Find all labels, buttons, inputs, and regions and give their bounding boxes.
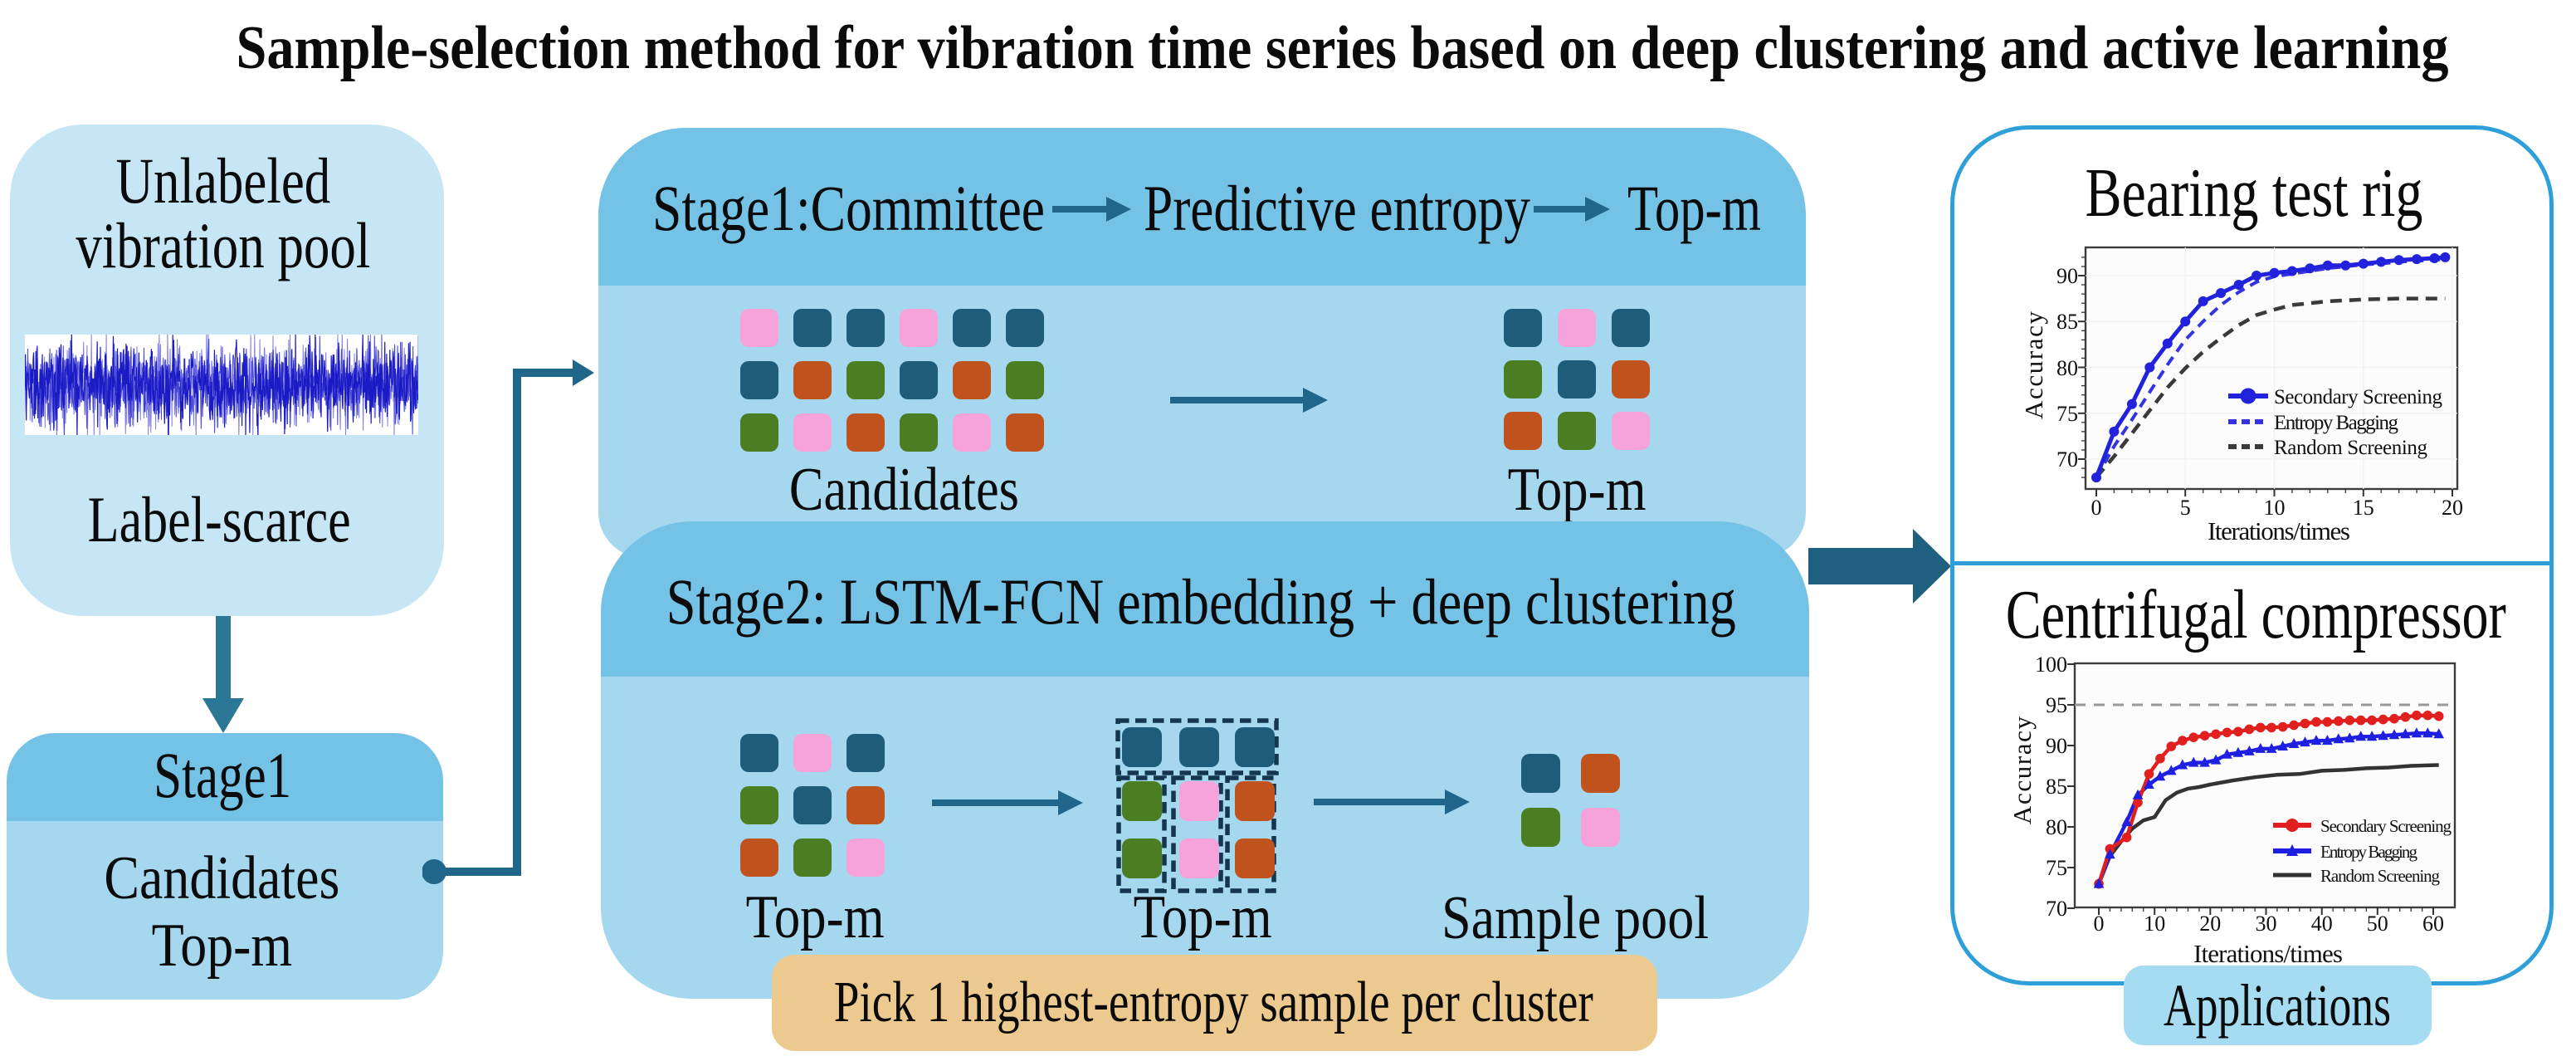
- svg-text:60: 60: [2422, 912, 2444, 936]
- svg-text:85: 85: [2056, 310, 2078, 334]
- svg-text:0: 0: [2094, 912, 2105, 936]
- svg-text:40: 40: [2311, 912, 2333, 936]
- svg-text:Random Screening: Random Screening: [2274, 437, 2428, 459]
- svg-text:90: 90: [2056, 264, 2078, 288]
- svg-text:85: 85: [2046, 775, 2067, 799]
- svg-text:Entropy Bagging: Entropy Bagging: [2274, 412, 2399, 434]
- svg-text:Iterations/times: Iterations/times: [2208, 516, 2350, 545]
- svg-text:Iterations/times: Iterations/times: [2193, 939, 2343, 968]
- svg-text:30: 30: [2256, 912, 2277, 936]
- svg-text:Accuracy: Accuracy: [2008, 716, 2037, 825]
- svg-text:10: 10: [2144, 912, 2165, 936]
- svg-text:95: 95: [2046, 693, 2067, 717]
- svg-text:75: 75: [2046, 856, 2067, 880]
- svg-text:50: 50: [2367, 912, 2388, 936]
- svg-text:20: 20: [2442, 496, 2463, 520]
- svg-text:0: 0: [2091, 496, 2102, 520]
- svg-text:20: 20: [2199, 912, 2221, 936]
- svg-text:5: 5: [2180, 496, 2191, 520]
- svg-text:90: 90: [2046, 734, 2067, 758]
- svg-text:Secondary Screening: Secondary Screening: [2320, 816, 2452, 836]
- svg-text:80: 80: [2056, 356, 2078, 380]
- svg-text:80: 80: [2046, 815, 2067, 839]
- svg-text:Secondary Screening: Secondary Screening: [2274, 386, 2443, 408]
- svg-text:Entropy Bagging: Entropy Bagging: [2320, 842, 2418, 862]
- svg-text:75: 75: [2056, 402, 2078, 426]
- svg-text:Accuracy: Accuracy: [2019, 311, 2048, 420]
- svg-text:Random Screening: Random Screening: [2320, 866, 2441, 886]
- svg-text:70: 70: [2046, 897, 2067, 921]
- svg-text:15: 15: [2353, 496, 2374, 520]
- svg-text:100: 100: [2035, 653, 2067, 677]
- svg-text:10: 10: [2264, 496, 2286, 520]
- svg-text:70: 70: [2056, 447, 2078, 472]
